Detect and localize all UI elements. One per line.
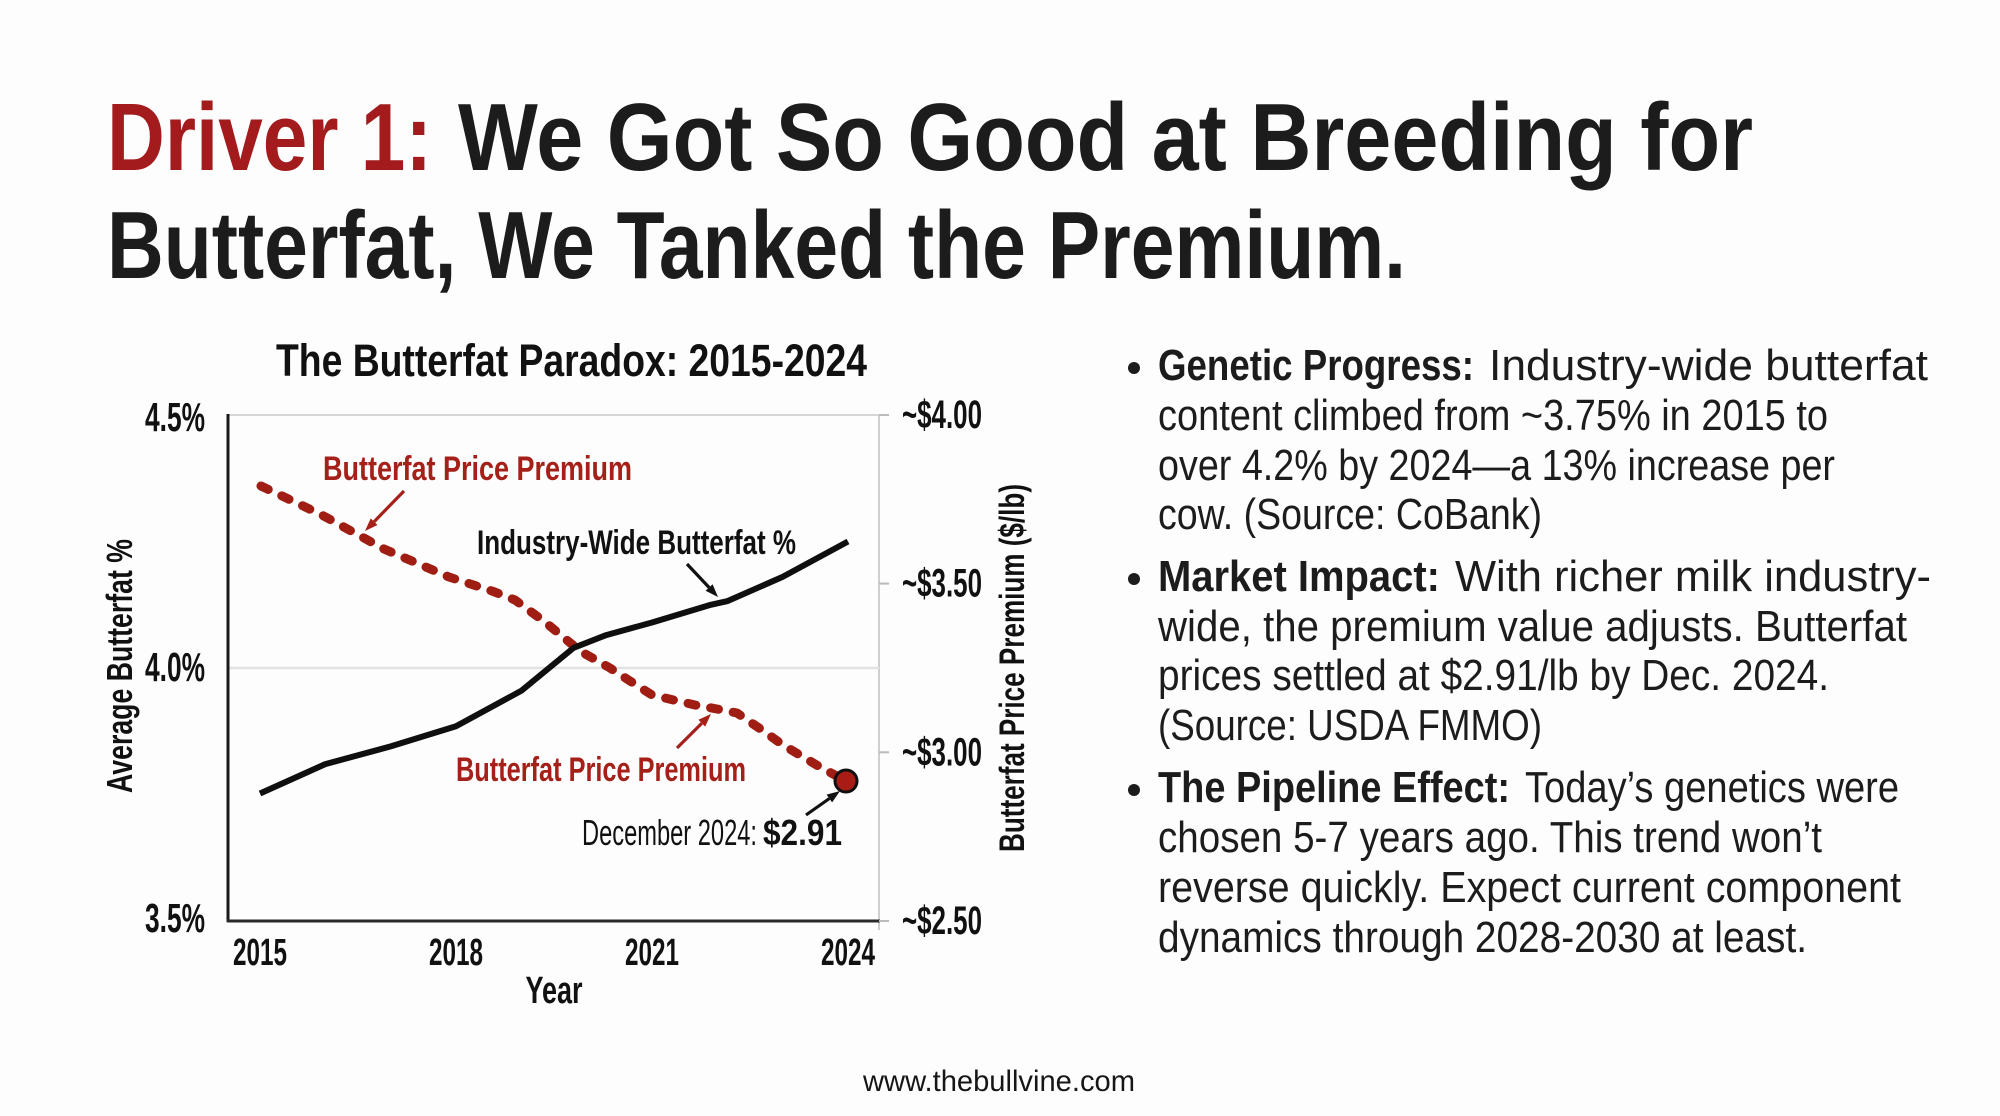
svg-text:~$4.00: ~$4.00 (902, 393, 982, 437)
svg-text:With richer milk industry-: With richer milk industry- (1455, 552, 1931, 601)
svg-text:Genetic Progress:: Genetic Progress: (1158, 341, 1474, 390)
svg-text:prices settled at $2.91/lb by: prices settled at $2.91/lb by Dec. 2024. (1158, 651, 1829, 700)
svg-text:Today’s genetics were: Today’s genetics were (1525, 763, 1899, 812)
svg-text:Industry-wide butterfat: Industry-wide butterfat (1489, 341, 1928, 390)
svg-text:wide, the premium value adjust: wide, the premium value adjusts. Butterf… (1157, 602, 1907, 651)
svg-text:chosen 5-7 years ago. This tre: chosen 5-7 years ago. This trend won’t (1158, 813, 1822, 862)
svg-text:2018: 2018 (429, 932, 483, 974)
svg-text:~$2.50: ~$2.50 (902, 899, 982, 943)
svg-text:2021: 2021 (625, 932, 679, 974)
svg-text:Butterfat Price Premium ($/lb): Butterfat Price Premium ($/lb) (993, 484, 1032, 852)
svg-text:~$3.00: ~$3.00 (902, 730, 982, 774)
svg-text:Market Impact:: Market Impact: (1158, 552, 1440, 601)
svg-text:Butterfat Price Premium: Butterfat Price Premium (323, 450, 632, 488)
svg-text:December 2024:: December 2024: (582, 812, 757, 853)
svg-text:3.5%: 3.5% (145, 895, 205, 941)
svg-text:4.5%: 4.5% (145, 394, 205, 440)
svg-text:2015: 2015 (233, 932, 287, 974)
svg-text:~$3.50: ~$3.50 (902, 562, 982, 606)
svg-text:(Source: USDA FMMO): (Source: USDA FMMO) (1158, 701, 1542, 750)
svg-text:www.thebullvine.com: www.thebullvine.com (862, 1065, 1135, 1098)
svg-text:Driver 1:: Driver 1: (107, 84, 432, 191)
svg-text:The Pipeline Effect:: The Pipeline Effect: (1158, 763, 1510, 812)
svg-text:Year: Year (526, 970, 583, 1012)
svg-text:cow. (Source: CoBank): cow. (Source: CoBank) (1158, 490, 1542, 539)
svg-text:$2.91: $2.91 (763, 812, 842, 853)
svg-text:Industry-Wide Butterfat %: Industry-Wide Butterfat % (477, 524, 796, 562)
svg-text:dynamics through 2028-2030 at: dynamics through 2028-2030 at least. (1158, 913, 1807, 962)
svg-text:4.0%: 4.0% (145, 644, 205, 690)
svg-text:content climbed from ~3.75% in: content climbed from ~3.75% in 2015 to (1158, 391, 1828, 440)
svg-text:Average Butterfat %: Average Butterfat % (99, 539, 140, 793)
svg-text:Butterfat, We Tanked the Premi: Butterfat, We Tanked the Premium. (107, 192, 1406, 299)
svg-text:Butterfat Price Premium: Butterfat Price Premium (456, 751, 746, 789)
svg-text:The Butterfat Paradox: 2015-20: The Butterfat Paradox: 2015-2024 (276, 335, 867, 386)
svg-text:over 4.2% by 2024—a 13% increa: over 4.2% by 2024—a 13% increase per (1158, 441, 1835, 490)
svg-text:2024: 2024 (821, 932, 875, 974)
svg-text:We Got So Good at Breeding for: We Got So Good at Breeding for (458, 84, 1753, 191)
svg-text:reverse quickly. Expect curren: reverse quickly. Expect current componen… (1158, 863, 1901, 912)
